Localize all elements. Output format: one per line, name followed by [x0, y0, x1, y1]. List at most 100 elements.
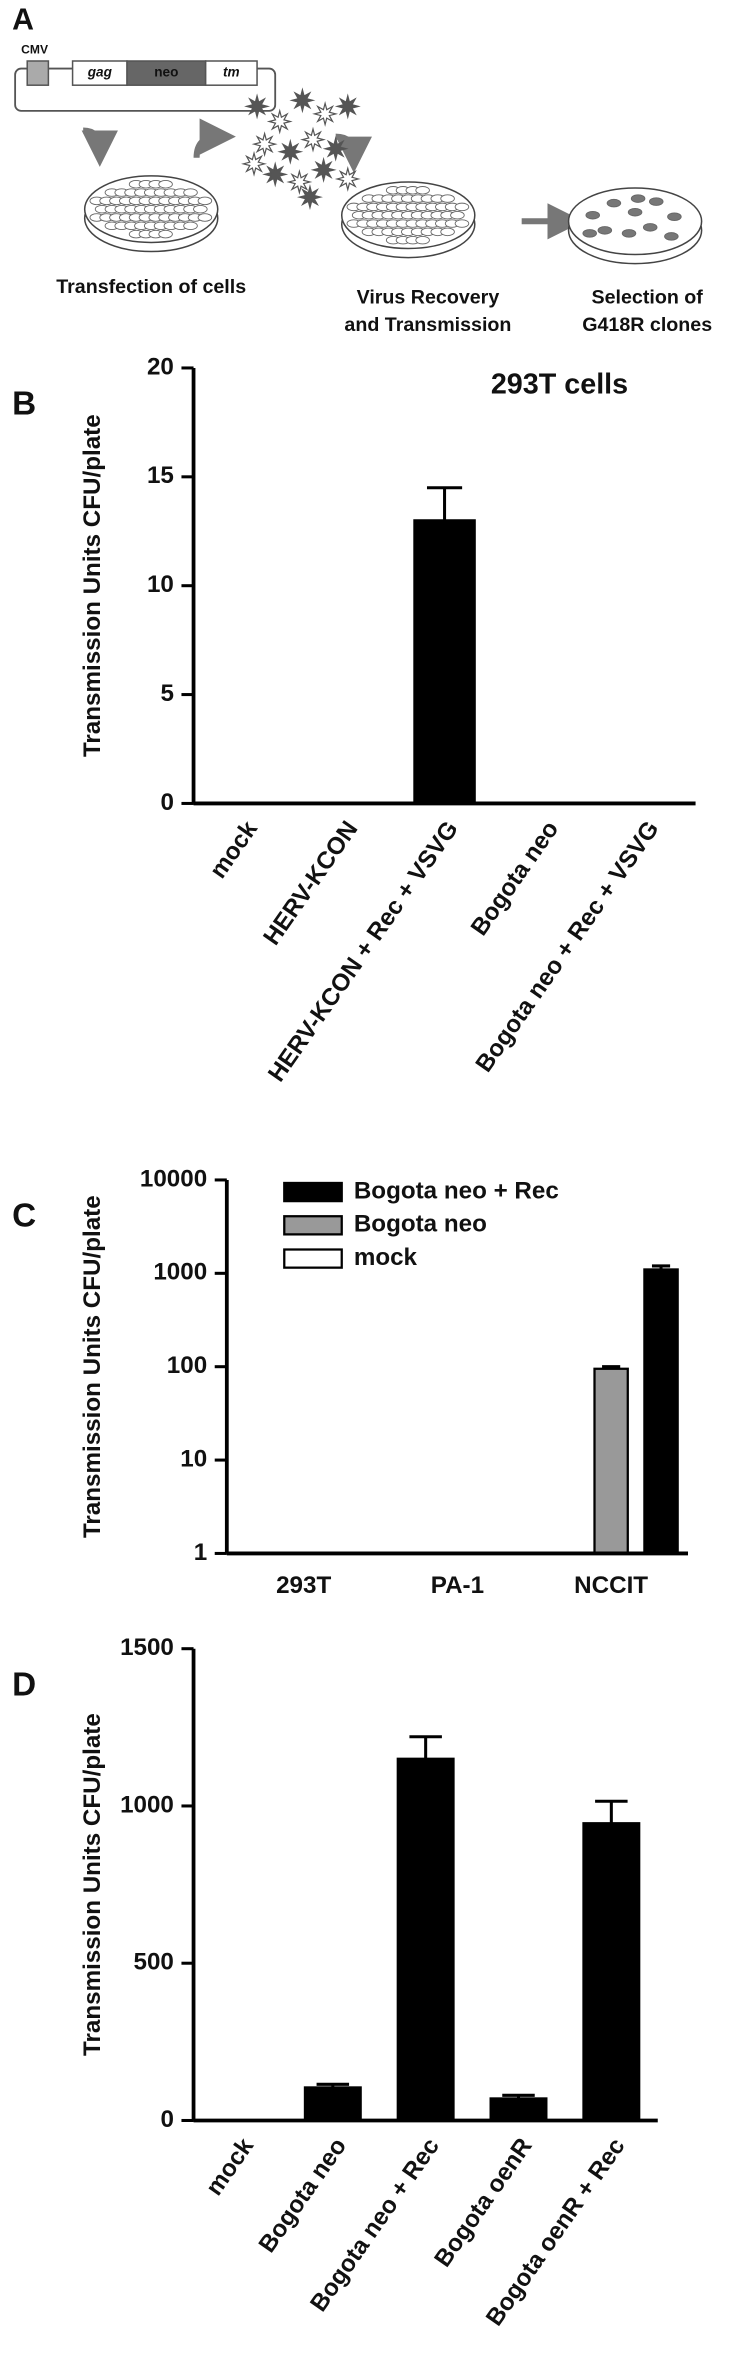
virus [241, 150, 268, 177]
cell [197, 213, 213, 222]
step-label: Transfection of cells [56, 276, 246, 298]
step-label: Virus Recovery [357, 287, 500, 309]
arrow [335, 133, 372, 173]
x-tick-label: Bogota neo [466, 816, 564, 940]
legend-label: Bogota neo + Rec [354, 1177, 559, 1204]
y-tick-label: 10 [180, 1445, 207, 1472]
error-bar [651, 1264, 671, 1270]
virus [312, 100, 339, 127]
virus [286, 168, 313, 195]
cell [454, 219, 470, 228]
plasmid-neo [126, 60, 207, 86]
y-tick-label: 1 [194, 1539, 207, 1566]
y-tick-label: 1500 [120, 1634, 174, 1661]
step-label: and Transmission [344, 314, 511, 336]
error-bar [502, 2093, 535, 2099]
y-tick-label: 10 [147, 571, 174, 598]
x-tick-label: HERV-KCON [258, 816, 363, 950]
cell [158, 229, 173, 239]
x-tick-label: 293T [276, 1572, 331, 1599]
y-tick-label: 1000 [153, 1259, 207, 1286]
y-axis-label: Transmission Units CFU/plate [79, 1713, 106, 2056]
cell [664, 232, 679, 241]
y-tick-label: 100 [167, 1352, 207, 1379]
virus [266, 108, 293, 135]
legend-label: Bogota neo [354, 1211, 487, 1238]
y-tick-label: 0 [160, 789, 173, 816]
virus [297, 184, 323, 211]
bar [489, 2097, 548, 2122]
legend-swatch [283, 1248, 343, 1269]
legend-swatch [283, 1181, 343, 1203]
cell [450, 210, 465, 220]
cell [183, 188, 198, 197]
bar [413, 519, 476, 805]
cell [440, 194, 455, 203]
cell [440, 227, 455, 237]
panel-a: A CMV gag neo tm Transfection of cells V… [12, 4, 712, 336]
error-bar [602, 1365, 621, 1369]
virus [334, 165, 361, 192]
panel-label: D [12, 1666, 36, 1703]
x-tick-label: PA-1 [431, 1572, 484, 1599]
arrow [193, 118, 236, 158]
cell [621, 229, 637, 238]
cell [158, 180, 173, 189]
cell [193, 204, 208, 214]
x-tick-label: Bogota oenR [429, 2133, 537, 2272]
plasmid-label: CMV [21, 43, 48, 57]
plasmid-gag [71, 60, 128, 86]
cell [667, 212, 682, 221]
error-bar [409, 1735, 442, 1759]
cell [197, 196, 213, 206]
plasmid-label: gag [87, 65, 113, 80]
bar [593, 1367, 629, 1555]
bar [303, 2086, 362, 2122]
legend-swatch [283, 1215, 343, 1236]
virus [244, 93, 271, 120]
cell [582, 229, 597, 238]
plasmid-label: neo [154, 65, 178, 80]
cell [454, 202, 470, 212]
virus [310, 156, 337, 183]
plasmid-cmv [26, 60, 50, 86]
x-tick-label: mock [201, 2133, 260, 2201]
y-tick-label: 0 [160, 2106, 173, 2133]
x-tick-label: NCCIT [574, 1572, 648, 1599]
x-tick-label: HERV-KCON + Rec + VSVG [263, 816, 464, 1087]
cell [606, 198, 622, 208]
plasmid-label: tm [223, 65, 240, 80]
y-axis-label: Transmission Units CFU/plate [79, 414, 106, 757]
panel-label: C [12, 1198, 36, 1235]
step-label: G418R clones [582, 314, 712, 336]
cell [627, 207, 643, 217]
x-tick-label: Bogota neo [254, 2133, 352, 2257]
y-tick-label: 5 [160, 680, 173, 707]
plasmid-tm [204, 60, 258, 86]
error-bar [595, 1799, 628, 1824]
virus [289, 87, 316, 114]
virus [251, 131, 278, 158]
cell [597, 226, 613, 235]
bar [396, 1757, 455, 2122]
cell [630, 194, 646, 203]
bar [643, 1268, 679, 1555]
cell [415, 186, 430, 195]
step-label: Selection of [592, 287, 704, 309]
virus [262, 161, 289, 188]
error-bar [426, 486, 463, 521]
y-tick-label: 20 [147, 353, 174, 380]
y-axis-label: Transmission Units CFU/plate [79, 1195, 106, 1538]
legend-label: mock [354, 1244, 418, 1271]
cell [585, 210, 600, 220]
bar [582, 1822, 641, 2122]
panel-label: B [12, 386, 36, 423]
panel-label: A [12, 4, 34, 37]
virus [322, 135, 349, 162]
x-tick-label: mock [205, 816, 264, 884]
chart-title: 293T cells [491, 369, 628, 401]
cell [183, 221, 198, 231]
cell [415, 235, 430, 245]
y-tick-label: 1000 [120, 1791, 174, 1818]
